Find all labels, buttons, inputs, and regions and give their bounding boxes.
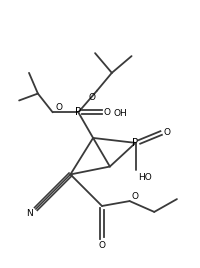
Text: OH: OH [113,109,127,118]
Text: O: O [55,103,62,112]
Text: HO: HO [138,173,151,182]
Text: O: O [103,108,110,117]
Text: O: O [130,192,137,201]
Text: O: O [98,241,105,250]
Text: P: P [75,107,81,117]
Text: P: P [132,138,138,148]
Text: N: N [25,209,32,218]
Text: O: O [163,128,170,136]
Text: O: O [88,93,95,102]
